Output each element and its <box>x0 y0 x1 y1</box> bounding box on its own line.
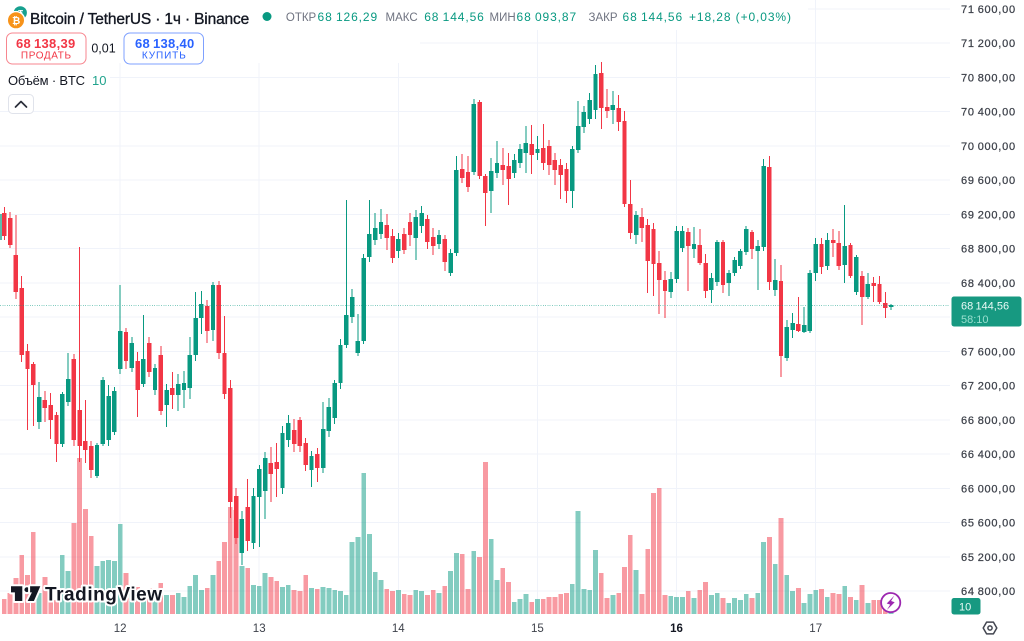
svg-text:МИН: МИН <box>490 12 516 24</box>
svg-text:17: 17 <box>809 623 822 635</box>
svg-text:Bitcoin / TetherUS · 1ч · Bina: Bitcoin / TetherUS · 1ч · Binance <box>30 11 249 28</box>
svg-text:64 800,00: 64 800,00 <box>961 586 1016 598</box>
svg-text:65 600,00: 65 600,00 <box>961 518 1016 530</box>
svg-text:66 800,00: 66 800,00 <box>961 415 1016 427</box>
svg-text:68 126,29: 68 126,29 <box>318 10 379 24</box>
svg-text:15: 15 <box>531 623 544 635</box>
svg-text:68 144,56: 68 144,56 <box>424 10 485 24</box>
svg-text:65 200,00: 65 200,00 <box>961 552 1016 564</box>
svg-text:66 400,00: 66 400,00 <box>961 449 1016 461</box>
svg-text:69 200,00: 69 200,00 <box>961 209 1016 221</box>
svg-text:ПРОДАТЬ: ПРОДАТЬ <box>21 51 72 62</box>
svg-text:16: 16 <box>670 623 683 635</box>
svg-text:67 600,00: 67 600,00 <box>961 346 1016 358</box>
svg-text:ОТКР: ОТКР <box>286 12 317 24</box>
svg-text:71 200,00: 71 200,00 <box>961 38 1016 50</box>
svg-text:66 000,00: 66 000,00 <box>961 483 1016 495</box>
svg-text:68 144,56: 68 144,56 <box>623 10 684 24</box>
svg-text:10: 10 <box>959 602 971 614</box>
svg-text:70 000,00: 70 000,00 <box>961 141 1016 153</box>
svg-text:ЗАКР: ЗАКР <box>589 12 618 24</box>
svg-text:₿: ₿ <box>12 15 20 27</box>
svg-text:68 144,56: 68 144,56 <box>961 301 1009 313</box>
svg-text:70 800,00: 70 800,00 <box>961 72 1016 84</box>
svg-text:68 400,00: 68 400,00 <box>961 278 1016 290</box>
svg-text:13: 13 <box>253 623 266 635</box>
svg-text:12: 12 <box>114 623 127 635</box>
svg-text:68 138,40: 68 138,40 <box>135 36 195 51</box>
svg-text:0,01: 0,01 <box>91 42 115 56</box>
svg-text:71 600,00: 71 600,00 <box>961 4 1016 16</box>
svg-text:70 400,00: 70 400,00 <box>961 107 1016 119</box>
svg-text:68 800,00: 68 800,00 <box>961 244 1016 256</box>
svg-text:68 093,87: 68 093,87 <box>517 10 578 24</box>
svg-text:+18,28 (+0,03%): +18,28 (+0,03%) <box>689 10 792 24</box>
svg-text:КУПИТЬ: КУПИТЬ <box>142 51 187 62</box>
svg-text:68 138,39: 68 138,39 <box>16 36 76 51</box>
svg-text:58:10: 58:10 <box>961 314 989 326</box>
svg-text:69 600,00: 69 600,00 <box>961 175 1016 187</box>
svg-text:10: 10 <box>92 73 106 88</box>
svg-text:14: 14 <box>392 623 405 635</box>
svg-text:67 200,00: 67 200,00 <box>961 381 1016 393</box>
svg-text:Объём · BTC: Объём · BTC <box>8 73 85 88</box>
svg-text:TradingView: TradingView <box>45 585 163 606</box>
svg-text:МАКС: МАКС <box>386 12 418 24</box>
